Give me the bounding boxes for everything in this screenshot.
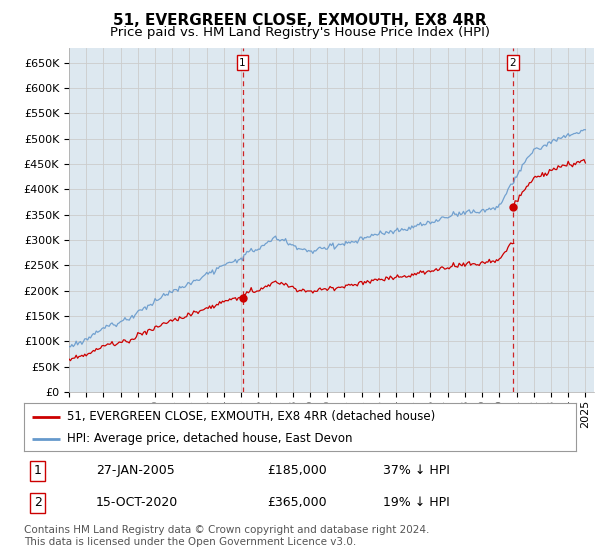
Text: 51, EVERGREEN CLOSE, EXMOUTH, EX8 4RR: 51, EVERGREEN CLOSE, EXMOUTH, EX8 4RR <box>113 13 487 28</box>
Text: 19% ↓ HPI: 19% ↓ HPI <box>383 496 449 509</box>
Text: 2: 2 <box>509 58 516 68</box>
Text: Price paid vs. HM Land Registry's House Price Index (HPI): Price paid vs. HM Land Registry's House … <box>110 26 490 39</box>
Text: 37% ↓ HPI: 37% ↓ HPI <box>383 464 449 477</box>
Text: 2: 2 <box>34 496 42 509</box>
Text: £365,000: £365,000 <box>267 496 326 509</box>
Text: 51, EVERGREEN CLOSE, EXMOUTH, EX8 4RR (detached house): 51, EVERGREEN CLOSE, EXMOUTH, EX8 4RR (d… <box>67 410 436 423</box>
Text: 15-OCT-2020: 15-OCT-2020 <box>96 496 178 509</box>
Text: £185,000: £185,000 <box>267 464 326 477</box>
Text: 1: 1 <box>239 58 246 68</box>
Text: Contains HM Land Registry data © Crown copyright and database right 2024.
This d: Contains HM Land Registry data © Crown c… <box>24 525 430 547</box>
Text: HPI: Average price, detached house, East Devon: HPI: Average price, detached house, East… <box>67 432 353 445</box>
Text: 1: 1 <box>34 464 42 477</box>
Text: 27-JAN-2005: 27-JAN-2005 <box>96 464 175 477</box>
